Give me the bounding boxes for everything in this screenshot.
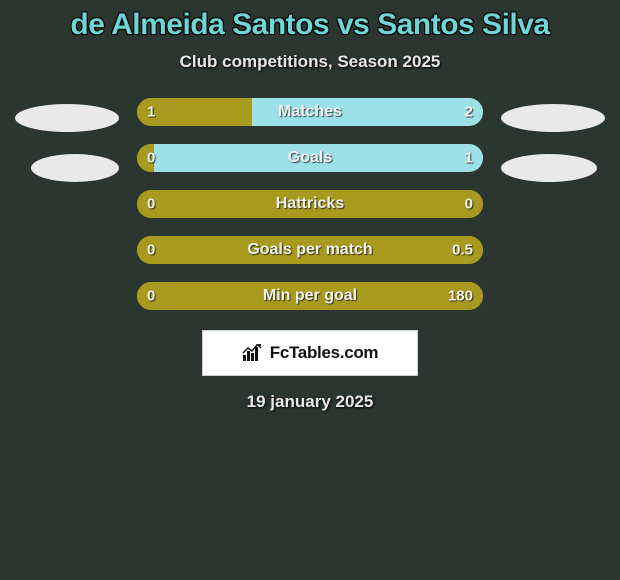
bar-left-fill [137,190,483,218]
bars-column: 1Matches2 0Goals1 0Hattricks0 0Goals per ma… [137,98,483,310]
left-avatar-col [15,98,119,182]
bar-left-fill [137,144,154,172]
right-avatar-col [501,98,605,182]
stat-bar: 0Min per goal180 [137,282,483,310]
bar-right-fill [154,144,483,172]
stat-bar: 1Matches2 [137,98,483,126]
player-right-avatar-1 [501,104,605,132]
bar-left-fill [137,98,252,126]
footer-logo-box[interactable]: FcTables.com [202,330,418,376]
stat-bar: 0Goals1 [137,144,483,172]
bar-right-fill [252,98,483,126]
page-title: de Almeida Santos vs Santos Silva [70,8,549,42]
chart-area: 1Matches2 0Goals1 0Hattricks0 0Goals per ma… [15,98,605,310]
stat-bar: 0Goals per match0.5 [137,236,483,264]
footer-logo-text: FcTables.com [270,343,379,363]
bar-left-fill [137,282,483,310]
stat-bar: 0Hattricks0 [137,190,483,218]
player-left-avatar-1 [15,104,119,132]
comparison-widget: de Almeida Santos vs Santos Silva Club c… [0,0,620,412]
player-right-avatar-2 [501,154,597,182]
bar-chart-icon [242,343,264,363]
player-left-avatar-2 [31,154,119,182]
subtitle: Club competitions, Season 2025 [180,52,441,72]
bar-left-fill [137,236,483,264]
footer-date: 19 january 2025 [247,392,374,412]
